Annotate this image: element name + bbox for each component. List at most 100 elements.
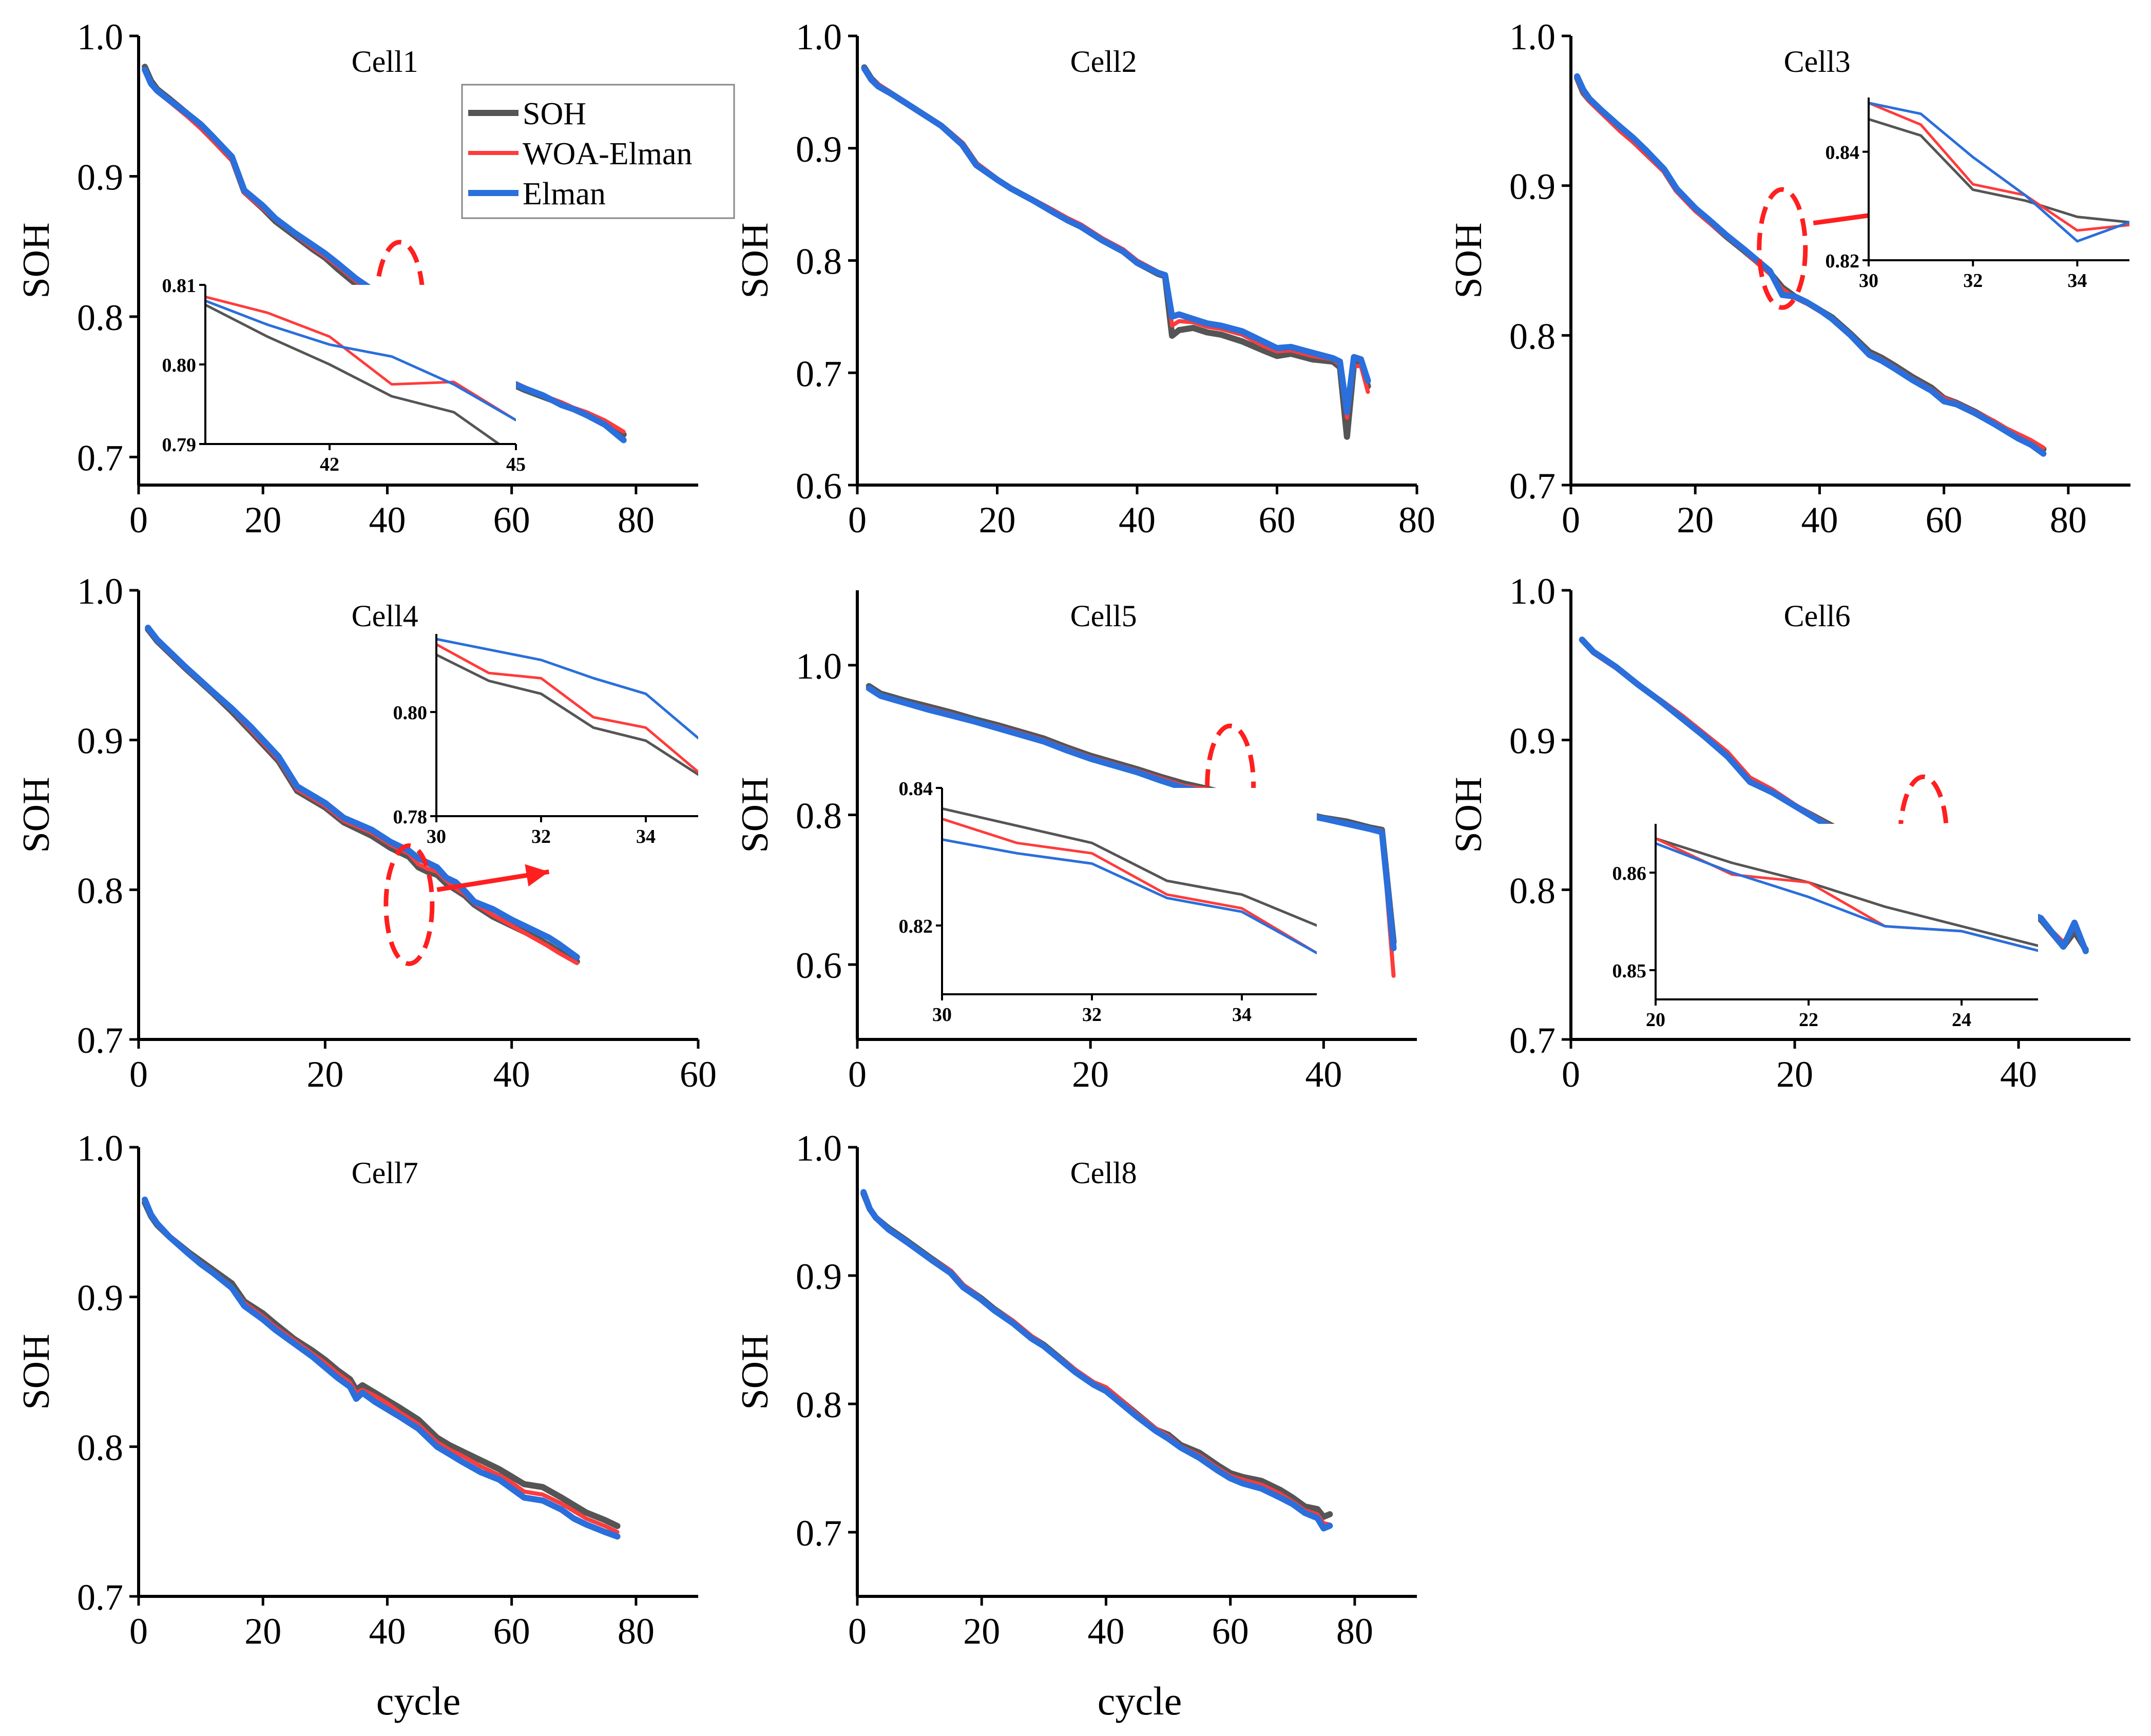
inset-y-tick-label: 0.81: [162, 275, 197, 297]
inset-x-tick-label: 30: [932, 1004, 952, 1026]
y-tick-label: 1.0: [77, 571, 123, 612]
inset-background: [436, 634, 698, 816]
inset-y-tick-label: 0.80: [393, 702, 428, 724]
x-tick-label: 0: [848, 1054, 867, 1095]
y-tick-label: 0.7: [1509, 466, 1555, 507]
x-tick-label: 80: [2050, 499, 2087, 541]
y-tick-label: 0.6: [796, 466, 842, 507]
inset-y-tick-label: 0.84: [899, 778, 933, 800]
y-tick-label: 0.7: [77, 1577, 123, 1618]
inset-y-tick-label: 0.82: [1826, 250, 1860, 272]
y-tick-label: 0.9: [77, 721, 123, 762]
inset-series-elman: [205, 299, 516, 421]
y-tick-label: 0.7: [1509, 1020, 1555, 1061]
y-tick-label: 0.9: [796, 1256, 842, 1297]
inset-y-tick-label: 0.85: [1612, 960, 1647, 982]
inset-y-tick-label: 0.86: [1612, 863, 1647, 884]
inset-series-soh: [436, 653, 698, 776]
line-series-elman: [860, 1189, 1333, 1532]
y-tick-label: 0.8: [796, 241, 842, 282]
x-tick-label: 20: [963, 1611, 1000, 1652]
inset-lines: [1656, 837, 2038, 952]
inset-series-woa-elman: [1869, 102, 2129, 232]
inset-y-tick-label: 0.80: [162, 355, 197, 376]
inset-x-tick-label: 30: [1859, 270, 1878, 292]
y-tick-label: 1.0: [1509, 16, 1555, 57]
y-tick-label: 0.8: [796, 1384, 842, 1425]
x-tick-label: 0: [1562, 499, 1580, 541]
x-tick-label: 20: [1677, 499, 1714, 541]
panel-title: Cell6: [1784, 599, 1851, 633]
inset-series-woa-elman: [205, 295, 516, 421]
y-axis-title: SOH: [734, 1334, 776, 1410]
x-tick-label: 0: [1562, 1054, 1580, 1095]
inset-series-soh: [942, 807, 1317, 927]
inset-x-tick-label: 32: [1082, 1004, 1102, 1026]
y-tick-label: 0.8: [1509, 870, 1555, 911]
panel-title: Cell4: [352, 599, 418, 633]
panel-cell7: 0.7 0.8 0.9 1.0 0 20 40 60 80 SOH Cell7: [15, 1128, 698, 1652]
y-axis-title: SOH: [15, 777, 57, 853]
y-tick-label: 1.0: [1509, 571, 1555, 612]
inset-y-tick-label: 0.79: [162, 434, 197, 456]
x-tick-label: 0: [129, 1611, 148, 1652]
y-tick-label: 0.8: [1509, 316, 1555, 357]
y-axis-title: SOH: [734, 222, 776, 298]
inset-cell1: 0.79 0.80 0.81 42 45: [162, 275, 526, 475]
x-tick-label: 80: [1336, 1611, 1373, 1652]
panel-title: Cell7: [352, 1156, 418, 1190]
inset-cell3: 0.82 0.84 30 32 34: [1826, 98, 2129, 292]
panel-cell1: 0.7 0.8 0.9 1.0 0 20 40 60 80 SOH Cell1 0.79 0.80 0.8…: [15, 16, 735, 541]
y-axis-title: SOH: [1448, 222, 1490, 298]
y-tick-label: 1.0: [77, 1128, 123, 1169]
y-tick-label: 0.7: [796, 1513, 842, 1554]
inset-series-elman: [1869, 102, 2129, 243]
inset-x-tick-label: 42: [320, 454, 339, 475]
y-tick-label: 0.7: [77, 437, 123, 478]
x-tick-label: 20: [244, 1611, 281, 1652]
x-axis-title: cycle: [1098, 1679, 1182, 1723]
y-tick-label: 0.9: [77, 1278, 123, 1319]
x-axis-title: cycle: [376, 1679, 461, 1723]
x-tick-label: 20: [1776, 1054, 1813, 1095]
y-tick-label: 1.0: [796, 646, 842, 687]
inset-cell5: 0.82 0.84 30 32 34: [899, 778, 1317, 1026]
inset-series-elman: [436, 638, 698, 740]
inset-x-tick-label: 45: [506, 454, 526, 475]
y-tick-label: 0.7: [77, 1020, 123, 1061]
inset-series-soh: [1656, 837, 2038, 947]
highlight-ellipse: [1757, 187, 1808, 310]
y-axis-title: SOH: [15, 222, 57, 298]
x-tick-label: 20: [306, 1054, 343, 1095]
inset-background: [1869, 98, 2129, 260]
x-tick-label: 40: [1087, 1611, 1124, 1652]
y-tick-label: 0.8: [796, 796, 842, 837]
legend: SOH WOA-Elman Elman: [461, 84, 735, 219]
y-tick-label: 0.8: [77, 870, 123, 911]
x-tick-label: 20: [244, 499, 281, 541]
inset-lines: [205, 295, 516, 444]
inset-x-tick-label: 20: [1646, 1009, 1665, 1031]
panel-title: Cell2: [1070, 45, 1137, 79]
y-axis-title: SOH: [15, 1334, 57, 1410]
y-tick-label: 0.8: [77, 297, 123, 338]
x-tick-label: 40: [493, 1054, 530, 1095]
legend-label: WOA-Elman: [523, 137, 693, 171]
x-tick-label: 20: [1072, 1054, 1109, 1095]
highlight-ellipse: [383, 843, 435, 966]
panel-cell5: 0.6 0.8 1.0 0 20 40 SOH Cell5 0.82 0.84 30 32 34: [734, 590, 1417, 1095]
panel-title: Cell8: [1070, 1156, 1137, 1190]
legend-label: SOH: [523, 97, 586, 131]
x-tick-label: 80: [1398, 499, 1435, 541]
line-series-elman: [1574, 73, 2047, 457]
callout-arrow-head: [525, 864, 549, 886]
x-tick-label: 80: [618, 499, 655, 541]
panel-cell2: 0.6 0.7 0.8 0.9 1.0 0 20 40 60 80 SOH Cell2: [734, 16, 1435, 541]
inset-x-tick-label: 32: [531, 826, 551, 847]
inset-x-tick-label: 24: [1952, 1009, 1971, 1031]
y-axis-title: SOH: [734, 777, 776, 853]
inset-x-tick-label: 22: [1799, 1009, 1818, 1031]
panel-cell8: 0.7 0.8 0.9 1.0 0 20 40 60 80 SOH Cell8: [734, 1128, 1417, 1652]
y-tick-label: 0.9: [77, 157, 123, 198]
